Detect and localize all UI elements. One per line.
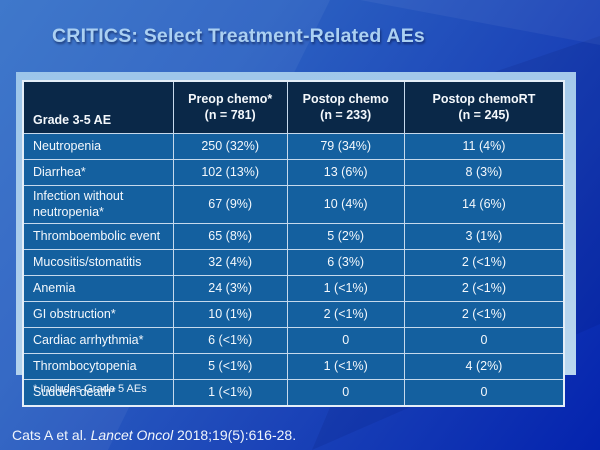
ae-value: 65 (8%)	[172, 222, 288, 250]
table-panel: Grade 3-5 AE Preop chemo* (n = 781) Post…	[16, 72, 576, 407]
header-postop-chemort: Postop chemoRT (n = 245)	[403, 80, 565, 134]
table-header-row: Grade 3-5 AE Preop chemo* (n = 781) Post…	[22, 80, 565, 134]
ae-value: 24 (3%)	[172, 274, 288, 302]
ae-value: 250 (32%)	[172, 133, 288, 160]
ae-value: 10 (4%)	[286, 185, 405, 224]
ae-value: 13 (6%)	[286, 159, 405, 186]
ae-value: 1 (<1%)	[172, 378, 288, 406]
table-row: Sudden death* 1 (<1%) 0 0	[22, 378, 565, 406]
ae-value: 0	[286, 326, 405, 354]
ae-value: 1 (<1%)	[286, 274, 405, 302]
ae-label: Thrombocytopenia	[22, 352, 174, 380]
adverse-events-table: Grade 3-5 AE Preop chemo* (n = 781) Post…	[22, 80, 565, 407]
ae-value: 5 (2%)	[286, 222, 405, 250]
ae-value: 0	[286, 378, 405, 406]
ae-label: Infection without neutropenia*	[22, 185, 174, 224]
ae-value: 0	[403, 326, 565, 354]
footnote: * Includes Grade 5 AEs	[33, 383, 147, 395]
ae-value: 8 (3%)	[403, 159, 565, 186]
header-n-count: (n = 233)	[320, 108, 372, 122]
ae-value: 2 (<1%)	[403, 300, 565, 328]
ae-label: Thromboembolic event	[22, 222, 174, 250]
ae-value: 10 (1%)	[172, 300, 288, 328]
ae-value: 102 (13%)	[172, 159, 288, 186]
ae-value: 14 (6%)	[403, 185, 565, 224]
ae-label: Mucositis/stomatitis	[22, 248, 174, 276]
header-line: Postop chemo	[302, 91, 389, 106]
ae-value: 5 (<1%)	[172, 352, 288, 380]
table-row: Thrombocytopenia 5 (<1%) 1 (<1%) 4 (2%)	[22, 352, 565, 380]
table-row: Mucositis/stomatitis 32 (4%) 6 (3%) 2 (<…	[22, 248, 565, 276]
header-n-count: (n = 781)	[204, 108, 256, 122]
citation-details: 2018;19(5):616-28.	[173, 427, 297, 443]
ae-value: 3 (1%)	[403, 222, 565, 250]
ae-value: 2 (<1%)	[286, 300, 405, 328]
ae-value: 2 (<1%)	[403, 274, 565, 302]
citation: Cats A et al. Lancet Oncol 2018;19(5):61…	[12, 427, 296, 443]
citation-journal: Lancet Oncol	[90, 427, 174, 443]
citation-authors: Cats A et al.	[12, 427, 91, 443]
table-row: Infection without neutropenia* 67 (9%) 1…	[22, 185, 565, 224]
ae-value: 6 (3%)	[286, 248, 405, 276]
ae-value: 2 (<1%)	[403, 248, 565, 276]
ae-value: 4 (2%)	[403, 352, 565, 380]
table-row: Anemia 24 (3%) 1 (<1%) 2 (<1%)	[22, 274, 565, 302]
header-postop-chemo: Postop chemo (n = 233)	[286, 80, 405, 134]
header-line: Preop chemo*	[188, 91, 273, 106]
slide-title: CRITICS: Select Treatment-Related AEs	[52, 25, 425, 47]
ae-value: 0	[403, 378, 565, 406]
table-row: Thromboembolic event 65 (8%) 5 (2%) 3 (1…	[22, 222, 565, 250]
header-grade-ae: Grade 3-5 AE	[22, 80, 174, 134]
ae-label: Sudden death*	[22, 378, 174, 406]
ae-label: Diarrhea*	[22, 159, 174, 186]
ae-value: 32 (4%)	[172, 248, 288, 276]
header-preop-chemo: Preop chemo* (n = 781)	[172, 80, 288, 134]
header-line: Postop chemoRT	[432, 91, 536, 106]
ae-value: 79 (34%)	[286, 133, 405, 160]
ae-label: Anemia	[22, 274, 174, 302]
table-row: Neutropenia 250 (32%) 79 (34%) 11 (4%)	[22, 133, 565, 160]
ae-value: 1 (<1%)	[286, 352, 405, 380]
ae-label: Neutropenia	[22, 133, 174, 160]
ae-value: 67 (9%)	[172, 185, 288, 224]
header-n-count: (n = 245)	[458, 108, 510, 122]
table-row: Diarrhea* 102 (13%) 13 (6%) 8 (3%)	[22, 159, 565, 186]
ae-label: GI obstruction*	[22, 300, 174, 328]
ae-value: 11 (4%)	[403, 133, 565, 160]
table-row: Cardiac arrhythmia* 6 (<1%) 0 0	[22, 326, 565, 354]
ae-label: Cardiac arrhythmia*	[22, 326, 174, 354]
table-row: GI obstruction* 10 (1%) 2 (<1%) 2 (<1%)	[22, 300, 565, 328]
ae-value: 6 (<1%)	[172, 326, 288, 354]
